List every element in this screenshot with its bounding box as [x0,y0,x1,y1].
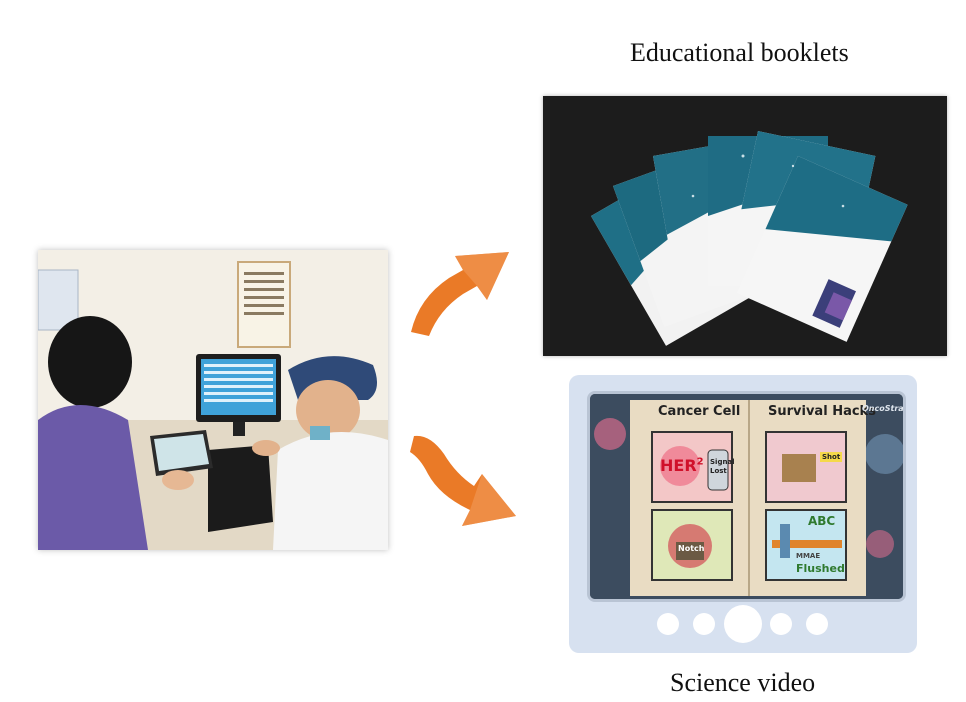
video-watermark: OncoStra [862,404,904,413]
panel-flushed-label: Flushed [796,562,845,575]
panel-her-label: HER [660,456,697,475]
comic-book-illustration [590,394,903,599]
panel-shot-label: Shot [820,452,843,462]
clinic-scene-illustration [38,250,388,550]
video-caption: Science video [670,668,816,697]
curved-arrow-up-icon [411,252,509,336]
control-dot-5[interactable] [806,613,828,635]
panel-her-sup: 2 [696,456,704,468]
panel-signal-label: Signal [710,458,735,466]
play-dot-icon[interactable] [724,605,762,643]
control-dot-4[interactable] [770,613,792,635]
video-player[interactable]: Cancer Cell Survival Hacks HER2 Signal L… [569,375,917,653]
control-dot-1[interactable] [657,613,679,635]
booklets-caption: Educational booklets [630,38,849,67]
video-screen[interactable]: Cancer Cell Survival Hacks HER2 Signal L… [587,391,906,602]
panel-mmae-label: MMAE [796,552,821,560]
comic-left-title: Cancer Cell [658,404,741,419]
panel-notch-label: Notch [678,544,705,553]
clinic-consultation-photo [38,250,388,550]
curved-arrow-down-icon [410,435,516,526]
comic-right-title: Survival Hacks [768,404,876,419]
booklets-photo [543,96,947,356]
control-dot-2[interactable] [693,613,715,635]
booklets-fan-illustration [543,96,947,356]
panel-abc-label: ABC [808,514,836,528]
panel-lost-label: Lost [710,467,727,475]
